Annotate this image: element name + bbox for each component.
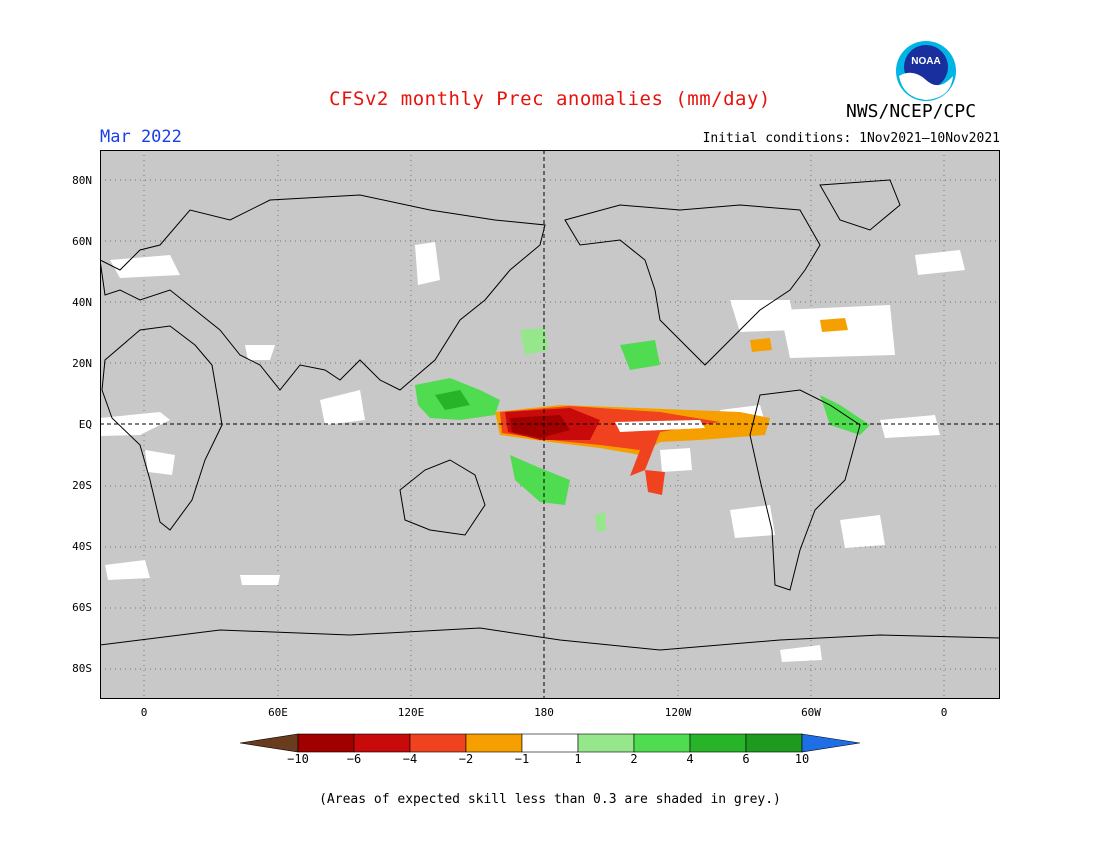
lat-tick: 60N xyxy=(72,235,92,248)
lat-tick: EQ xyxy=(78,418,92,431)
colorbar-swatch xyxy=(409,733,467,753)
lat-tick: 20N xyxy=(72,357,92,370)
initial-conditions: Initial conditions: 1Nov2021—10Nov2021 xyxy=(702,131,1000,146)
colorbar-label: 10 xyxy=(794,752,810,766)
colorbar-label: 6 xyxy=(742,752,750,766)
colorbar-swatch xyxy=(689,733,747,753)
lat-tick: 40N xyxy=(72,296,92,309)
colorbar xyxy=(240,733,860,753)
colorbar-label: 4 xyxy=(686,752,694,766)
coastlines xyxy=(100,179,1000,651)
lon-tick: 120W xyxy=(664,706,692,719)
lat-tick: 40S xyxy=(72,540,92,553)
lon-tick: 120E xyxy=(397,706,425,719)
lat-tick: 80S xyxy=(72,662,92,675)
map-title: CFSv2 monthly Prec anomalies (mm/day) xyxy=(329,88,771,110)
colorbar-swatch xyxy=(465,733,523,753)
colorbar-swatch xyxy=(353,733,411,753)
colorbar-swatch xyxy=(297,733,355,753)
colorbar-swatch xyxy=(521,733,579,753)
lat-tick: 80N xyxy=(72,174,92,187)
colorbar-label: 1 xyxy=(574,752,582,766)
forecast-period: Mar 2022 xyxy=(100,127,182,147)
lon-tick: 0 xyxy=(140,706,148,719)
colorbar-label: −4 xyxy=(402,752,418,766)
colorbar-swatch xyxy=(577,733,635,753)
lat-tick: 60S xyxy=(72,601,92,614)
precip-anomaly-map xyxy=(100,150,1000,699)
colorbar-swatch xyxy=(633,733,691,753)
agency-label: NWS/NCEP/CPC xyxy=(846,101,977,122)
lat-tick: 20S xyxy=(72,479,92,492)
lon-tick: 180 xyxy=(534,706,554,719)
colorbar-swatch xyxy=(240,733,299,753)
wet-anomaly-areas xyxy=(415,328,870,532)
lon-tick: 0 xyxy=(940,706,948,719)
noaa-logo-text: NOAA xyxy=(911,56,940,67)
colorbar-label: −2 xyxy=(458,752,474,766)
colorbar-label: −6 xyxy=(346,752,362,766)
skill-footnote: (Areas of expected skill less than 0.3 a… xyxy=(319,792,781,807)
colorbar-label: −10 xyxy=(287,752,309,766)
lon-tick: 60E xyxy=(268,706,288,719)
colorbar-swatch xyxy=(745,733,803,753)
colorbar-label: −1 xyxy=(514,752,530,766)
lon-tick: 60W xyxy=(801,706,821,719)
noaa-logo: NOAA xyxy=(896,41,956,101)
colorbar-label: 2 xyxy=(630,752,638,766)
colorbar-swatch xyxy=(801,733,860,753)
